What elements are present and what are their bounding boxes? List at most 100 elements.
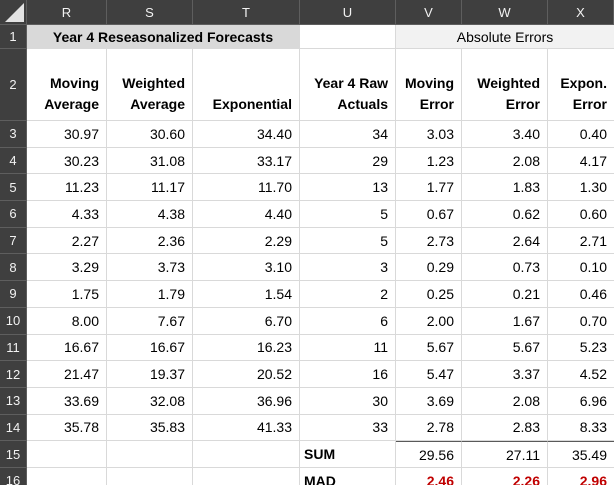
cell-X5[interactable]: 1.30 [548,174,614,202]
cell-V3[interactable]: 3.03 [396,121,462,148]
cell-S16[interactable] [107,467,193,485]
cell-V16[interactable]: 2.46 [396,467,462,485]
cell-W6[interactable]: 0.62 [462,201,548,228]
cell-S13[interactable]: 32.08 [107,387,193,415]
cell-X14[interactable]: 8.33 [548,415,614,442]
cell-S6[interactable]: 4.38 [107,201,193,228]
cell-R13[interactable]: 33.69 [27,387,107,415]
cell-W4[interactable]: 2.08 [462,147,548,175]
subheader-U[interactable]: Year 4 Raw Actuals [300,49,396,121]
cell-W5[interactable]: 1.83 [462,174,548,202]
cell-S7[interactable]: 2.36 [107,227,193,255]
cell-W15[interactable]: 27.11 [462,441,548,468]
subheader-T[interactable]: Exponential [193,49,300,121]
cell-R10[interactable]: 8.00 [27,307,107,335]
subheader-V[interactable]: Moving Error [396,49,462,121]
subheader-S[interactable]: Weighted Average [107,49,193,121]
row-header-3[interactable]: 3 [0,121,27,148]
cell-V11[interactable]: 5.67 [396,334,462,362]
cell-T11[interactable]: 16.23 [193,334,300,362]
cell-U10[interactable]: 6 [300,307,396,335]
cell-R16[interactable] [27,467,107,485]
row-header-16[interactable]: 16 [0,467,27,485]
column-header-T[interactable]: T [193,0,300,25]
cell-X13[interactable]: 6.96 [548,388,614,415]
cell-U3[interactable]: 34 [300,121,396,148]
row-header-5[interactable]: 5 [0,174,27,202]
cell-R15[interactable] [27,441,107,468]
cell-T6[interactable]: 4.40 [193,201,300,228]
cell-T5[interactable]: 11.70 [193,174,300,202]
cell-R12[interactable]: 21.47 [27,361,107,388]
cell-R5[interactable]: 11.23 [27,174,107,202]
cell-V6[interactable]: 0.67 [396,201,462,228]
cell-U5[interactable]: 13 [300,174,396,202]
cell-T10[interactable]: 6.70 [193,307,300,335]
cell-R9[interactable]: 1.75 [27,281,107,308]
cell-U9[interactable]: 2 [300,281,396,308]
cell-T8[interactable]: 3.10 [193,254,300,282]
cell-W11[interactable]: 5.67 [462,334,548,362]
cell-V9[interactable]: 0.25 [396,281,462,308]
cell-V15[interactable]: 29.56 [396,441,462,468]
row-header-4[interactable]: 4 [0,147,27,175]
cell-X11[interactable]: 5.23 [548,335,614,362]
cell-W9[interactable]: 0.21 [462,281,548,308]
cell-W3[interactable]: 3.40 [462,121,548,148]
cell-X9[interactable]: 0.46 [548,281,614,308]
cell-X16[interactable]: 2.96 [548,468,614,485]
cell-W8[interactable]: 0.73 [462,254,548,282]
cell-S11[interactable]: 16.67 [107,334,193,362]
cell-X12[interactable]: 4.52 [548,361,614,388]
cell-R3[interactable]: 30.97 [27,121,107,148]
cell-S10[interactable]: 7.67 [107,307,193,335]
column-header-S[interactable]: S [107,0,193,25]
column-header-U[interactable]: U [300,0,396,25]
cell-U1[interactable] [300,25,396,49]
cell-X4[interactable]: 4.17 [548,148,614,175]
cell-T3[interactable]: 34.40 [193,121,300,148]
cell-V12[interactable]: 5.47 [396,361,462,388]
cell-T14[interactable]: 41.33 [193,414,300,442]
subheader-R[interactable]: Moving Average [27,49,107,121]
row-header-10[interactable]: 10 [0,307,27,335]
cell-U4[interactable]: 29 [300,147,396,175]
cell-T4[interactable]: 33.17 [193,147,300,175]
cell-V4[interactable]: 1.23 [396,147,462,175]
row-header-11[interactable]: 11 [0,334,27,362]
cell-U7[interactable]: 5 [300,227,396,255]
column-header-W[interactable]: W [462,0,548,25]
row-header-7[interactable]: 7 [0,227,27,255]
cell-T12[interactable]: 20.52 [193,361,300,388]
select-all-corner[interactable] [0,0,27,25]
cell-W10[interactable]: 1.67 [462,307,548,335]
cell-V14[interactable]: 2.78 [396,414,462,442]
row-header-13[interactable]: 13 [0,387,27,415]
cell-T13[interactable]: 36.96 [193,387,300,415]
cell-S5[interactable]: 11.17 [107,174,193,202]
cell-U12[interactable]: 16 [300,361,396,388]
subheader-X[interactable]: Expon. Error [548,49,614,121]
cell-T9[interactable]: 1.54 [193,281,300,308]
cell-U6[interactable]: 5 [300,201,396,228]
cell-R11[interactable]: 16.67 [27,334,107,362]
cell-S14[interactable]: 35.83 [107,414,193,442]
cell-S9[interactable]: 1.79 [107,281,193,308]
cell-R7[interactable]: 2.27 [27,227,107,255]
row-header-1[interactable]: 1 [0,25,27,49]
cell-U8[interactable]: 3 [300,254,396,282]
row-header-12[interactable]: 12 [0,361,27,388]
cell-W7[interactable]: 2.64 [462,227,548,255]
cell-W12[interactable]: 3.37 [462,361,548,388]
cell-W13[interactable]: 2.08 [462,387,548,415]
cell-X15[interactable]: 35.49 [548,441,614,468]
row-header-8[interactable]: 8 [0,254,27,282]
cell-U13[interactable]: 30 [300,387,396,415]
cell-W14[interactable]: 2.83 [462,414,548,442]
cell-V13[interactable]: 3.69 [396,387,462,415]
cell-U14[interactable]: 33 [300,414,396,442]
cell-U16-label[interactable]: MAD [300,467,396,485]
column-header-V[interactable]: V [396,0,462,25]
right-title-cell[interactable]: Absolute Errors [396,25,614,49]
cell-V10[interactable]: 2.00 [396,307,462,335]
